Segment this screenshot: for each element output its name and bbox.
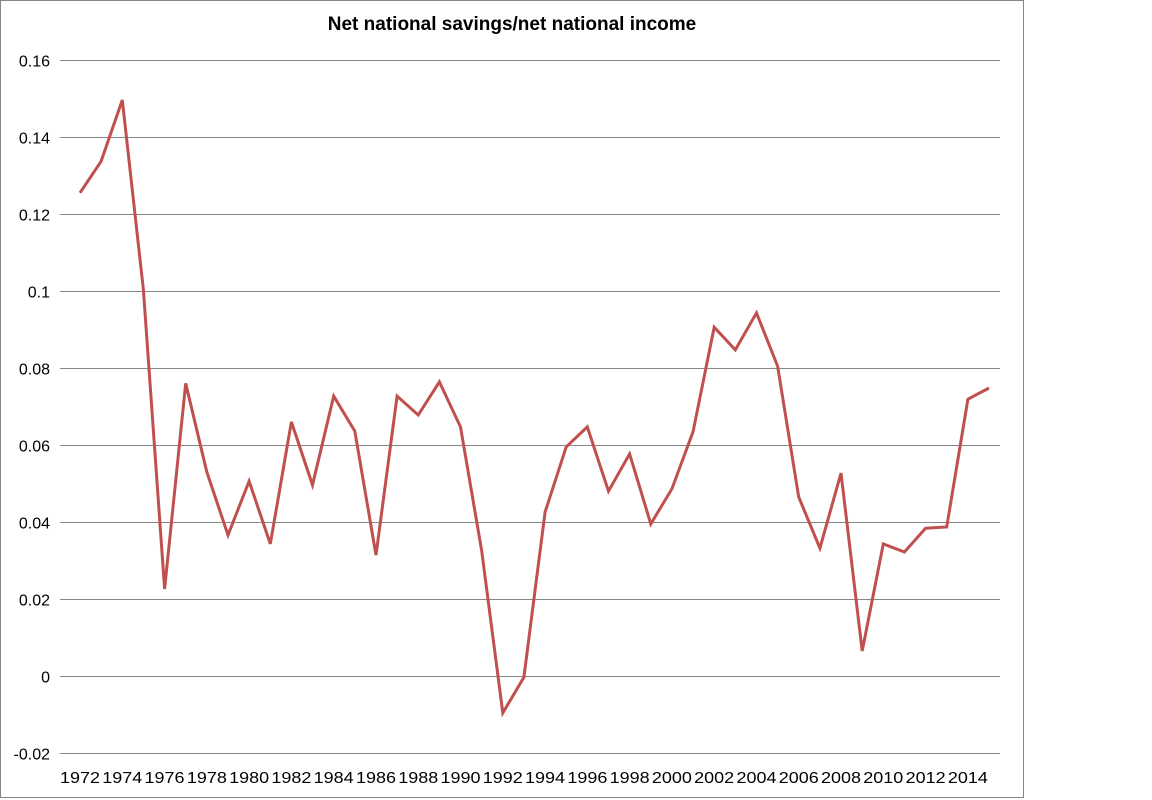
x-tick-label: 1974 [102,770,142,787]
x-tick-label: 1994 [525,770,565,787]
x-tick-label: 2010 [863,770,903,787]
x-tick-label: 1988 [398,770,438,787]
y-axis-labels: -0.02 0 0.02 0.04 0.06 0.08 0.1 0.12 0.14 0.16 [14,54,51,764]
y-tick-label: 0.14 [19,131,50,148]
x-tick-label: 1996 [567,770,607,787]
y-tick-label: 0.06 [19,439,50,456]
x-tick-label: 2014 [948,770,988,787]
x-tick-label: 2006 [779,770,819,787]
x-tick-label: 1998 [610,770,650,787]
x-tick-label: 1976 [145,770,185,787]
x-tick-label: 2012 [906,770,946,787]
y-tick-label: 0 [41,670,50,687]
x-tick-label: 1980 [229,770,269,787]
x-tick-label: 1972 [60,770,100,787]
x-tick-label: 1984 [314,770,354,787]
x-axis-labels: 1972 1974 1976 1978 1980 1982 1984 1986 1988 1990… [60,770,988,787]
y-tick-label: -0.02 [14,747,51,764]
x-tick-label: 2004 [736,770,776,787]
x-tick-label: 1982 [271,770,311,787]
y-tick-label: 0.04 [19,516,50,533]
y-tick-label: 0.12 [19,208,50,225]
x-tick-label: 1986 [356,770,396,787]
y-tick-label: 0.16 [19,54,50,71]
x-tick-label: 1992 [483,770,523,787]
y-tick-label: 0.02 [19,593,50,610]
chart-title: Net national savings/net national income [327,14,697,35]
x-tick-label: 2000 [652,770,692,787]
y-tick-label: 0.1 [28,285,50,302]
gridlines [60,60,1000,754]
chart-area: Net national savings/net national income [0,0,1024,798]
x-tick-label: 2002 [694,770,734,787]
x-tick-label: 1978 [187,770,227,787]
y-tick-label: 0.08 [19,362,50,379]
x-tick-label: 1990 [441,770,481,787]
data-line-series [78,99,990,718]
x-tick-label: 2008 [821,770,861,787]
